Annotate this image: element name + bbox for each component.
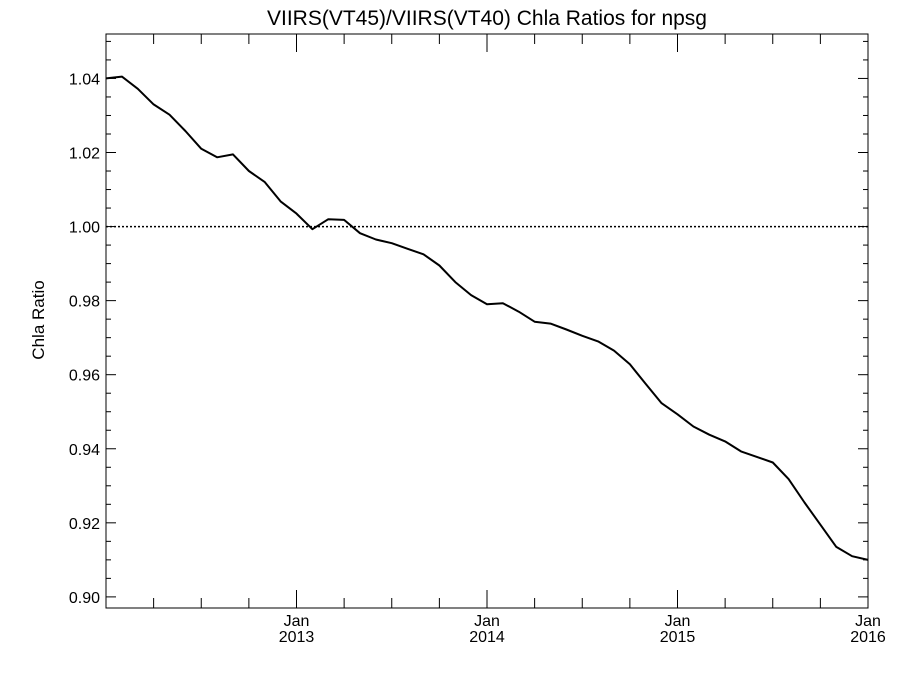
x-tick-label-year: 2014 [469,629,505,646]
x-tick-label-month: Jan [665,613,691,630]
x-tick-label-year: 2013 [279,629,315,646]
x-tick-label-year: 2015 [660,629,696,646]
tick-layer [106,34,869,608]
y-tick-label: 1.00 [69,220,100,237]
x-tick-label-month: Jan [474,613,500,630]
y-tick-label: 0.98 [69,294,100,311]
series-layer [105,75,869,561]
y-tick-label: 0.96 [69,368,100,385]
series-line [105,75,869,561]
y-tick-label: 1.02 [69,146,100,163]
tick-label-layer: 0.900.920.940.960.981.001.021.04Jan2013J… [69,71,886,646]
y-tick-label: 0.90 [69,590,100,607]
plot-frame [105,33,869,609]
x-tick-label-month: Jan [284,613,310,630]
y-tick-label: 1.04 [69,71,100,88]
chart-title: VIIRS(VT45)/VIIRS(VT40) Chla Ratios for … [267,7,707,30]
y-tick-label: 0.92 [69,516,100,533]
y-tick-label: 0.94 [69,442,100,459]
x-tick-label-month: Jan [855,613,881,630]
x-tick-label-year: 2016 [850,629,886,646]
y-axis-title: Chla Ratio [29,280,48,359]
